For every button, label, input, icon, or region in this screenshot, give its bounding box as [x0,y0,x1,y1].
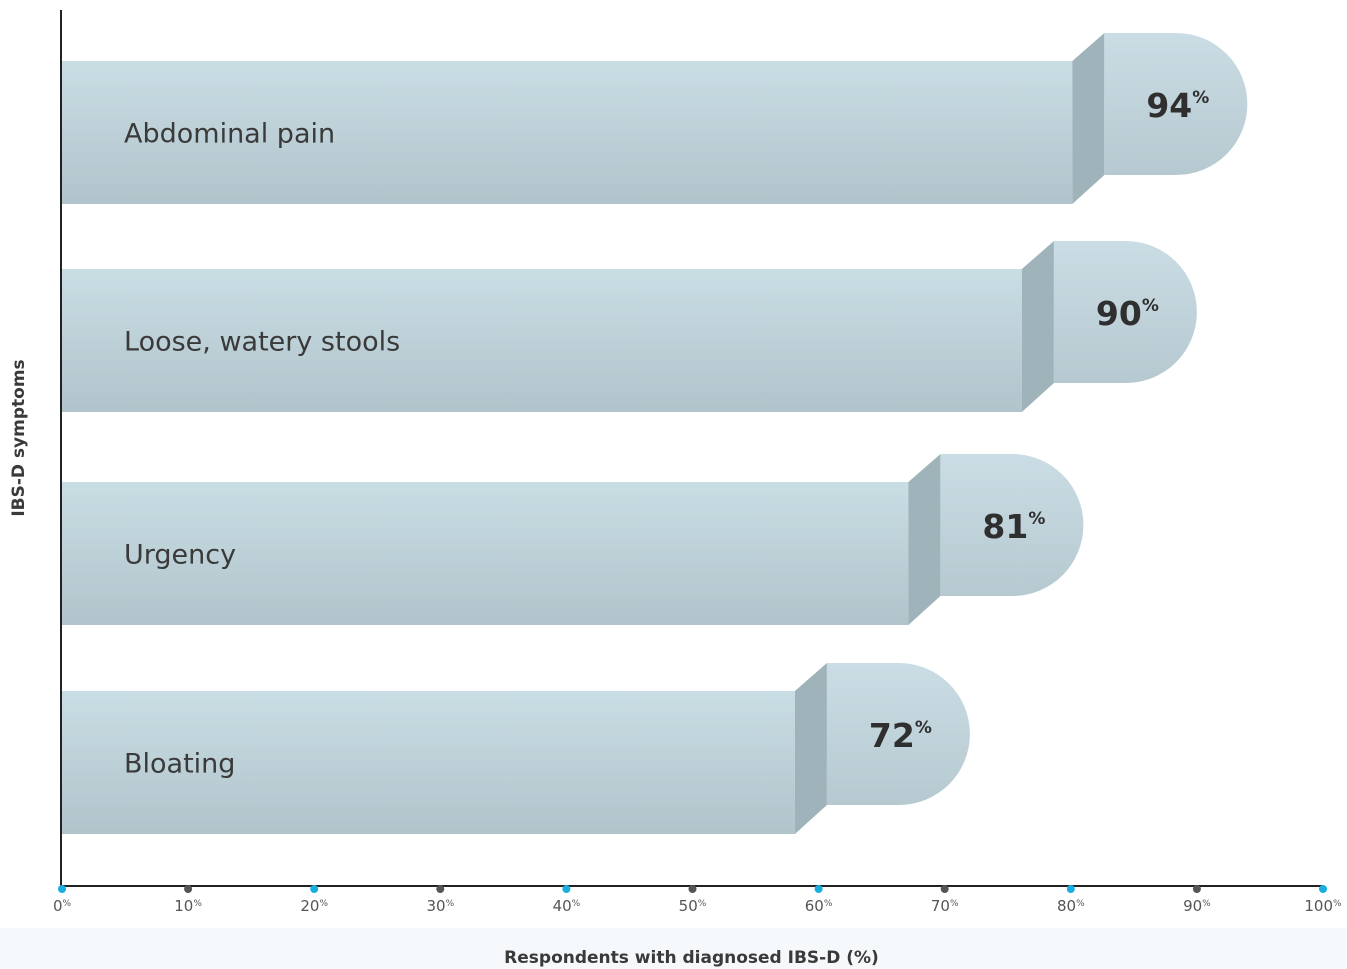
y-axis-title: IBS-D symptoms [9,359,29,516]
bar-body [62,269,1022,412]
x-tick-label: 0% [53,897,72,915]
x-tick-label: 60% [805,897,833,915]
x-tick-label: 30% [426,897,454,915]
bar-side-shade [794,663,827,834]
bar-value-cap [826,663,970,805]
x-axis-title: Respondents with diagnosed IBS-D (%) [504,948,879,968]
x-tick-label: 10% [174,897,202,915]
bar-value-cap [1053,241,1197,383]
x-tick-label: 100% [1304,897,1342,915]
x-tick-label: 90% [1183,897,1211,915]
bar-urgency: Urgency 81% [62,454,1084,625]
value-label: 81% [982,507,1045,546]
bar-side-shade [908,454,941,625]
x-tick-label: 70% [931,897,959,915]
category-label: Loose, watery stools [124,327,400,358]
bar-body [62,691,795,834]
x-tick-dot [562,885,571,893]
category-label: Abdominal pain [124,119,335,150]
x-tick-label: 40% [553,897,581,915]
x-tick-dot [1066,885,1075,893]
x-tick-label: 20% [300,897,328,915]
bar-body [62,482,909,625]
bar-bloating: Bloating 72% [62,663,970,834]
bar-side-shade [1072,33,1105,204]
x-tick-dot [1192,885,1201,893]
x-tick-dot [1319,885,1327,893]
x-tick-dot [310,885,319,893]
bar-value-cap [1104,33,1248,175]
x-tick-dot [436,885,445,893]
x-tick-label: 50% [679,897,707,915]
bars-group: Abdominal pain 94% Loose, watery stools 90%… [62,33,1248,834]
value-label: 90% [1096,294,1159,333]
x-tick-dot [58,885,66,893]
x-tick-dot [940,885,949,893]
footer-band [0,928,1347,969]
x-tick-dot [688,885,697,893]
bar-abdominal-pain: Abdominal pain 94% [62,33,1248,204]
category-label: Bloating [124,749,235,780]
value-label: 94% [1146,86,1209,125]
value-label: 72% [869,716,932,755]
bar-body [62,61,1073,204]
x-tick-dot [184,885,193,893]
x-tick-dot [814,885,823,893]
category-label: Urgency [124,540,236,571]
axes-group: 0% 10% 20% 30% 40% 50% 60% 70% 80% 90% 100% Respond… [9,10,1342,968]
bar-loose-watery-stools: Loose, watery stools 90% [62,241,1197,412]
x-tick-label: 80% [1057,897,1085,915]
bar-side-shade [1021,241,1054,412]
bar-value-cap [940,454,1084,596]
